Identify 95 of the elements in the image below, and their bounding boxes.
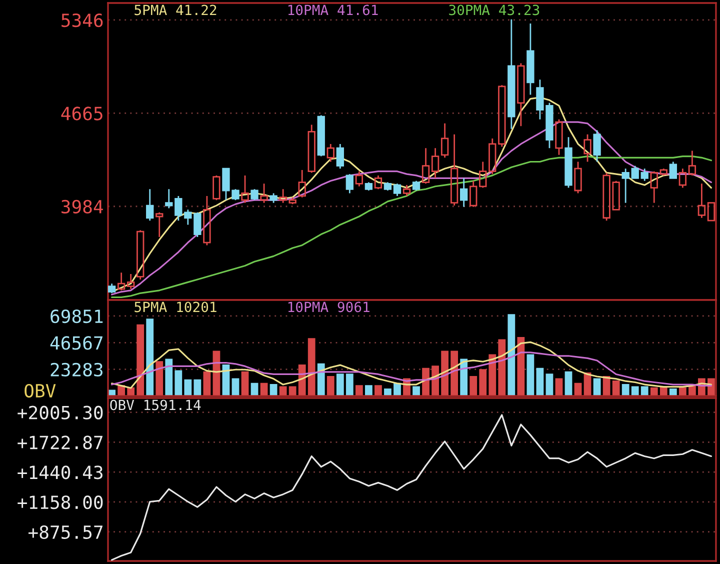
bar xyxy=(156,361,164,396)
text: 10PMA 9061 xyxy=(288,302,370,312)
bar xyxy=(241,371,249,396)
line-series xyxy=(111,341,712,389)
bar xyxy=(184,379,192,396)
bar xyxy=(631,386,639,396)
candlestick xyxy=(555,118,563,156)
candlestick xyxy=(593,130,601,162)
bar xyxy=(326,376,334,396)
candlestick xyxy=(622,168,630,204)
bar xyxy=(678,387,686,396)
bar xyxy=(146,318,154,396)
y-tick-label: 46567 xyxy=(50,336,102,350)
bar xyxy=(650,387,658,396)
candlestick xyxy=(526,22,534,96)
y-axis-title: OBV xyxy=(24,384,56,398)
y-tick-label: 3984 xyxy=(62,200,103,214)
candlestick xyxy=(241,174,249,204)
text: 5PMA 10201 xyxy=(134,302,216,312)
bar xyxy=(336,374,344,396)
bar xyxy=(374,385,382,396)
candlestick xyxy=(431,147,440,179)
bar xyxy=(355,385,363,396)
line-series xyxy=(111,352,712,386)
candlestick xyxy=(564,136,572,188)
candlestick xyxy=(422,147,430,184)
candlestick xyxy=(203,195,211,246)
bar xyxy=(412,386,420,396)
candlestick xyxy=(574,161,582,194)
bar xyxy=(593,378,601,396)
candlestick xyxy=(127,273,135,290)
candlestick xyxy=(298,169,306,198)
y-tick-label: +875.57 xyxy=(28,525,102,540)
bar xyxy=(308,338,316,396)
candlestick xyxy=(460,177,468,208)
bar xyxy=(136,324,144,396)
y-tick-label: +1440.43 xyxy=(18,466,102,480)
y-tick-label: +2005.30 xyxy=(18,406,103,420)
bar xyxy=(203,371,211,396)
text: 30PMA 43.23 xyxy=(449,4,540,16)
candlestick xyxy=(156,212,164,238)
y-tick-label: +1158.00 xyxy=(18,495,103,510)
bar xyxy=(441,350,449,396)
bar xyxy=(546,374,554,396)
text: 10PMA 41.61 xyxy=(288,4,378,16)
candlestick xyxy=(517,62,525,127)
bar xyxy=(488,354,496,396)
bar xyxy=(194,379,202,396)
bar xyxy=(346,374,354,396)
candlestick xyxy=(479,161,487,188)
bar xyxy=(288,386,296,396)
candlestick xyxy=(688,150,696,176)
bar xyxy=(384,388,392,396)
y-tick-label: 4665 xyxy=(61,106,102,120)
line-series xyxy=(111,155,712,298)
bar xyxy=(526,354,534,396)
y-tick-label: +1722.87 xyxy=(18,436,102,450)
y-tick-label: 23283 xyxy=(50,362,102,376)
candlestick xyxy=(117,272,126,292)
bar xyxy=(165,358,173,396)
candlestick xyxy=(440,122,449,158)
text: 5PMA 41.22 xyxy=(134,4,216,16)
text: OBV 1591.14 xyxy=(110,400,201,410)
y-tick-label: 5346 xyxy=(62,13,103,28)
bar xyxy=(669,388,677,396)
bar xyxy=(279,386,287,396)
candlestick xyxy=(450,134,458,206)
candlestick xyxy=(326,143,334,162)
candlestick xyxy=(165,188,173,209)
line-series xyxy=(111,414,712,561)
candlestick xyxy=(678,168,686,188)
candlestick xyxy=(508,18,516,130)
bar xyxy=(622,384,630,396)
y-tick-label: 69851 xyxy=(50,309,103,324)
bar xyxy=(365,385,372,396)
bar xyxy=(498,339,506,396)
bar xyxy=(640,386,648,396)
candlestick xyxy=(650,170,658,204)
bar xyxy=(174,370,182,396)
bar xyxy=(536,368,544,396)
bar xyxy=(317,363,325,396)
candlestick xyxy=(146,188,154,222)
bar xyxy=(517,337,525,396)
candlestick xyxy=(488,138,496,175)
bar xyxy=(555,378,563,396)
candlestick xyxy=(260,182,268,204)
candlestick xyxy=(584,134,592,162)
candlestick xyxy=(698,182,706,219)
bar xyxy=(470,376,478,396)
bar xyxy=(508,314,516,396)
bar xyxy=(450,350,458,396)
bar xyxy=(232,378,240,396)
bar xyxy=(612,380,620,396)
bar xyxy=(479,369,487,396)
bar xyxy=(564,371,572,396)
